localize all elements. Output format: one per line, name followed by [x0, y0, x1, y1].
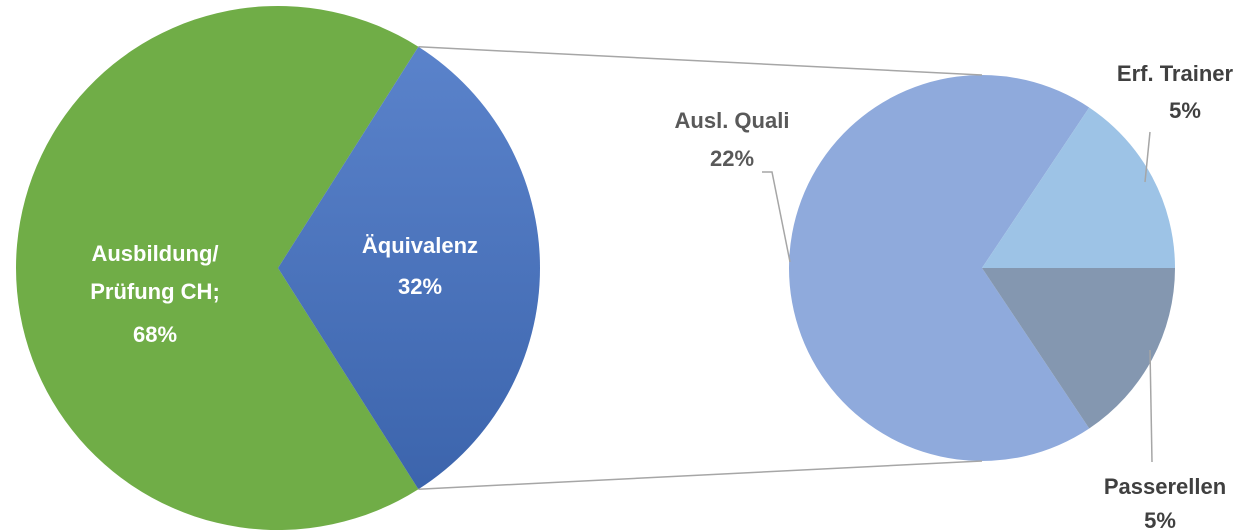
slice-shade [278, 46, 540, 490]
slice-label: Passerellen [1104, 474, 1226, 499]
leader-line [1149, 349, 1153, 463]
slice-value-label: 5% [1144, 508, 1176, 532]
pie-slice [982, 268, 1175, 429]
slice-value-label: 5% [1169, 98, 1201, 123]
connector-line [418, 46, 983, 76]
connector-line [418, 460, 983, 490]
slice-value-label: 32% [398, 274, 442, 299]
leader-line [762, 171, 791, 263]
slice-label: Ausbildung/ Prüfung CH; [90, 241, 220, 304]
slice-value-label: 68% [133, 322, 177, 347]
slice-value-label: 22% [710, 146, 754, 171]
pie-slice [789, 75, 1090, 461]
slice-label: Äquivalenz [362, 233, 478, 258]
pie-slice [16, 6, 419, 531]
pie-slice [982, 107, 1175, 268]
leader-line [1144, 131, 1151, 183]
slice-label: Ausl. Quali [675, 108, 790, 133]
slice-label: Erf. Trainer [1117, 61, 1234, 86]
